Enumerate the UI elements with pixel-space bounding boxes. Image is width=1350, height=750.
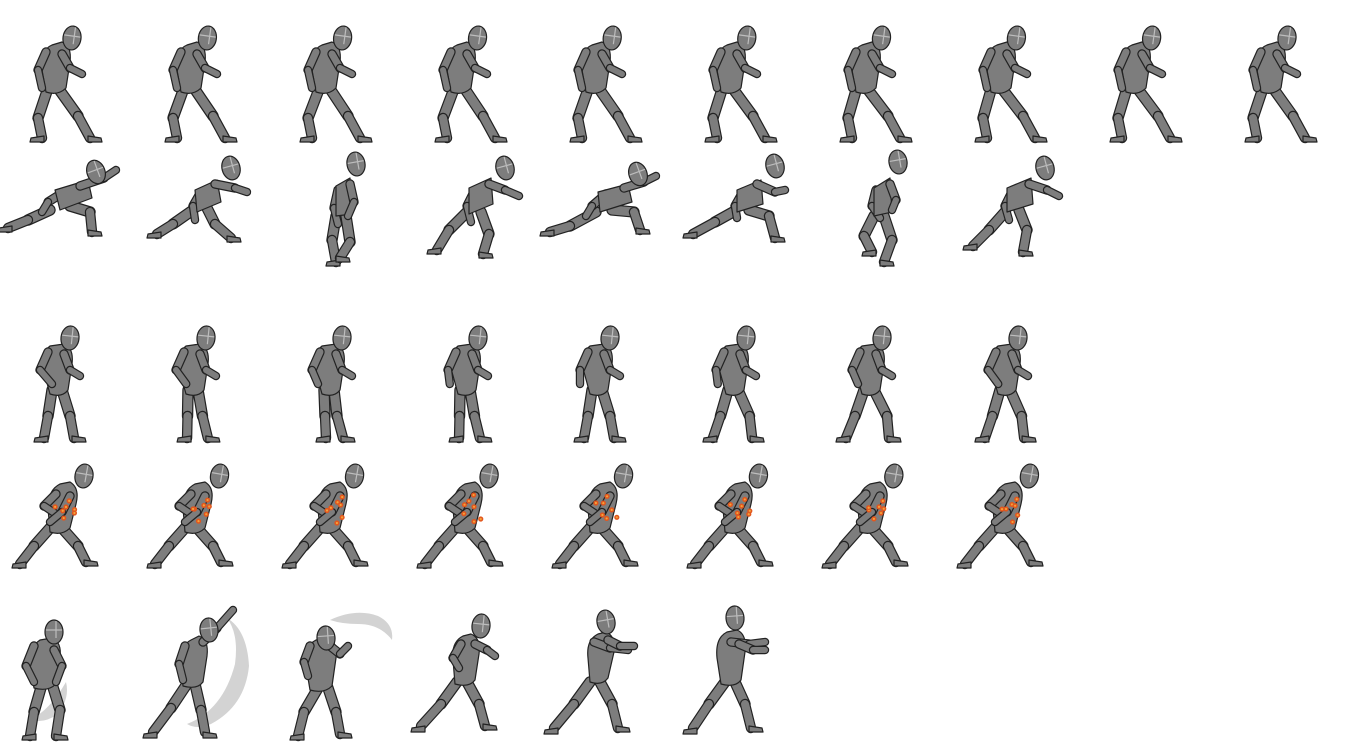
sprite-frame-charge-spark-2 (135, 450, 270, 600)
character-figure (426, 155, 524, 260)
character-figure (686, 463, 774, 570)
character-figure (839, 25, 913, 144)
character-figure (974, 325, 1037, 444)
sprite-frame-idle-stance-1 (0, 0, 135, 150)
character-figure (682, 153, 790, 244)
sprite-frame-walk-cycle-3 (270, 300, 405, 450)
character-figure (299, 25, 373, 144)
sprite-frame-charge-spark-8 (945, 450, 1080, 600)
character-figure (858, 149, 908, 268)
sprite-frame-strike-attack-2 (135, 600, 270, 750)
sprite-frame-idle-stance-2 (135, 0, 270, 150)
character-figure (171, 325, 221, 444)
character-figure (543, 609, 639, 735)
sprite-frame-strike-attack-6 (675, 600, 810, 750)
character-figure (164, 25, 238, 144)
character-figure (21, 619, 69, 742)
sprite-frame-sprint-run-5 (539, 150, 675, 300)
character-figure (974, 25, 1048, 144)
character-figure (289, 612, 393, 742)
sprite-frame-charge-spark-7 (810, 450, 945, 600)
character-figure (1244, 25, 1318, 144)
sprite-frame-walk-cycle-5 (540, 300, 675, 450)
character-figure (0, 159, 121, 238)
sprite-frame-idle-stance-3 (270, 0, 405, 150)
sprite-frame-idle-stance-9 (1080, 0, 1215, 150)
sprite-frame-sprint-run-1 (0, 150, 135, 300)
character-figure (962, 155, 1064, 258)
character-figure (573, 325, 627, 444)
sprite-frame-sprint-run-8 (945, 150, 1080, 300)
character-figure (11, 463, 99, 570)
sprite-frame-idle-stance-4 (405, 0, 540, 150)
sprite-frame-idle-stance-6 (675, 0, 810, 150)
sprite-frame-strike-attack-3 (270, 600, 405, 750)
sprite-frame-strike-attack-4 (405, 600, 540, 750)
character-figure (29, 25, 103, 144)
sprite-frame-sprint-run-4 (405, 150, 540, 300)
sprite-frame-sprint-run-7 (810, 149, 945, 300)
character-figure (146, 463, 234, 570)
sprite-frame-idle-stance-7 (810, 0, 945, 150)
sprite-frame-idle-stance-10 (1215, 0, 1350, 150)
sprite-frame-charge-spark-4 (405, 450, 540, 600)
sprite-frame-idle-stance-5 (540, 0, 675, 150)
sprite-frame-sprint-run-3 (270, 150, 405, 300)
sprite-row-sprint-run (0, 149, 1350, 300)
character-figure (142, 605, 249, 739)
character-figure (33, 325, 87, 444)
character-figure (569, 25, 643, 144)
character-figure (956, 463, 1044, 570)
character-figure (307, 325, 357, 444)
character-figure (702, 325, 765, 444)
sprite-frame-walk-cycle-4 (405, 300, 540, 450)
sprite-frame-sprint-run-6 (675, 150, 810, 300)
character-figure (325, 151, 366, 268)
character-figure (434, 25, 508, 144)
character-figure (146, 155, 252, 244)
character-figure (443, 325, 493, 444)
sprite-frame-charge-spark-3 (270, 450, 405, 600)
character-figure (281, 463, 369, 570)
sprite-frame-charge-spark-5 (540, 450, 675, 600)
character-figure (539, 161, 661, 238)
character-figure (682, 605, 770, 735)
sprite-frame-walk-cycle-8 (945, 300, 1080, 450)
character-figure (551, 463, 639, 570)
character-figure (835, 325, 902, 444)
sprite-row-charge-spark (0, 450, 1350, 600)
character-figure (821, 463, 909, 570)
sprite-frame-charge-spark-6 (675, 450, 810, 600)
character-figure (704, 25, 778, 144)
sprite-frame-sprint-run-2 (135, 150, 270, 300)
sprite-frame-walk-cycle-2 (135, 300, 270, 450)
character-figure (1109, 25, 1183, 144)
sprite-frame-strike-attack-1 (0, 600, 135, 750)
sprite-row-strike-attack (0, 600, 1350, 750)
sprite-frame-walk-cycle-6 (675, 300, 810, 450)
sprite-row-idle-stance (0, 0, 1350, 150)
sprite-frame-idle-stance-8 (945, 0, 1080, 150)
sprite-frame-strike-attack-5 (540, 600, 675, 750)
sprite-frame-charge-spark-1 (0, 450, 135, 600)
character-figure (416, 463, 504, 570)
sprite-row-walk-cycle (0, 300, 1350, 450)
sprite-frame-walk-cycle-7 (810, 300, 945, 450)
sprite-frame-walk-cycle-1 (0, 300, 135, 450)
character-figure (410, 613, 500, 733)
